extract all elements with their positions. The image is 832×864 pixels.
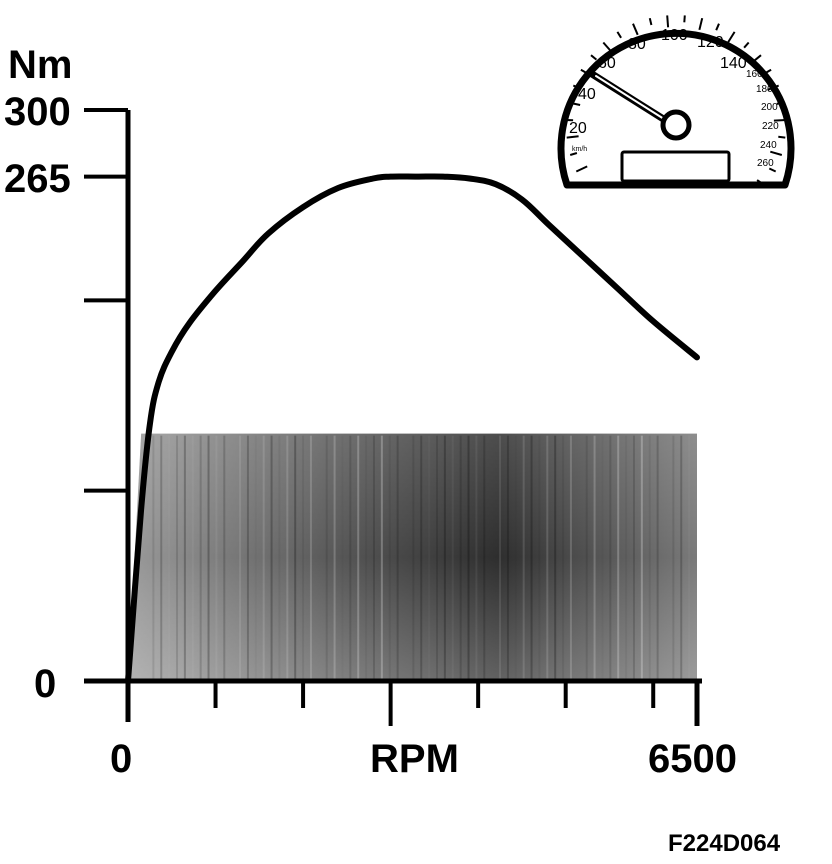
speedometer-tick [727,31,736,43]
y-tick-label-265: 265 [4,157,71,201]
speed-unit: km/h [572,146,587,153]
speedometer-tick [566,135,579,139]
speedometer-tick [778,135,786,139]
figure-code: F224D064 [668,830,781,857]
speedometer-display [620,150,731,183]
speedometer-tick [632,23,639,36]
speed-label-200: 200 [761,102,778,113]
speedometer-tick [616,31,622,39]
speedometer-tick [770,150,783,156]
speedometer-tick [568,101,581,106]
speedometer-tick [602,41,612,53]
speed-label-60: 60 [598,55,616,72]
speedometer-tick [648,17,653,26]
speed-label-80: 80 [628,36,646,53]
y-tick-label-300: 300 [4,90,71,134]
x-axis-label: RPM [370,737,459,781]
speedometer-tick [715,23,720,31]
speedometer-tick [590,54,598,61]
speedometer-tick [773,119,786,122]
speed-label-100: 100 [661,27,688,44]
speed-label-180: 180 [756,84,773,95]
x-tick-label-6500: 6500 [648,737,737,781]
y-tick-label-0: 0 [34,662,56,706]
speedometer-tick [776,101,784,105]
speedometer-tick [572,84,581,90]
speedometer-tick [569,152,578,156]
speedometer-tick [575,165,588,173]
speed-label-160: 160 [746,69,763,80]
chart-axes [84,108,702,726]
speed-label-120: 120 [697,34,724,51]
speed-label-220: 220 [762,121,779,132]
speedometer-ticks [566,15,786,188]
speedometer-tick [698,17,704,31]
y-axis-label: Nm [8,43,72,87]
speedometer-tick [683,15,686,23]
speed-label-140: 140 [720,55,747,72]
speedometer-tick [666,15,670,28]
x-tick-label-0: 0 [110,737,132,781]
torque-curve [125,173,700,684]
speed-label-260: 260 [757,158,774,169]
speedometer-tick [756,179,768,188]
speed-label-40: 40 [578,86,596,103]
speedometer-tick [743,41,750,49]
speedometer-tick [768,167,777,173]
shaded-region-highlight [128,433,697,681]
speedometer-icon: 20 40 60 80 100 120 140 160 180 200 220 … [557,15,795,189]
speedometer-tick [764,68,772,75]
speedometer-dial [557,29,795,189]
speed-label-20: 20 [569,120,587,137]
shaded-operating-region [128,433,697,681]
speed-label-240: 240 [760,140,777,151]
speedometer-tick [767,84,780,91]
speedometer-hub [660,109,692,141]
speedometer-needle-inner [595,75,665,120]
speedometer-tick [751,54,762,64]
